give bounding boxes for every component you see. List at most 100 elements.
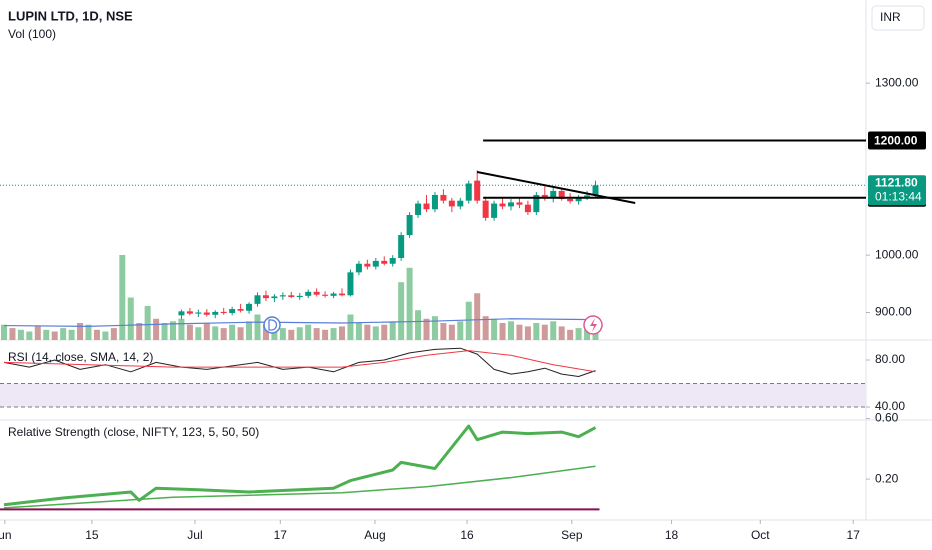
volume-ma [3,318,596,328]
volume-bar [305,324,312,340]
candle-body [491,203,498,218]
candle-body [330,293,337,296]
x-tick-label: Jul [187,528,202,542]
last-price-box [868,175,926,206]
candle-body [423,203,430,210]
candle-body [347,272,354,296]
trendline [477,171,636,204]
candle-body [482,200,489,218]
volume-bar [43,329,50,340]
candle-body [271,296,278,299]
volume-bar [77,323,84,340]
candle-body [516,202,523,205]
candle-body [296,295,303,297]
volume-label: Vol (100) [8,27,56,41]
volume-bar [584,329,591,340]
candle-body [541,194,548,198]
rsi-title: RSI (14, close, SMA, 14, 2) [8,350,153,364]
volume-bar [229,324,236,340]
volume-bar [127,297,134,340]
candle-body [262,295,269,299]
volume-bar [448,324,455,340]
candle-body [415,203,422,216]
volume-bar [313,328,320,340]
volume-bar [212,326,219,340]
candle-body [279,295,286,297]
y-tick-label: 1000.00 [875,247,919,261]
y-tick-label: 900.00 [875,305,912,319]
candle-body [448,200,455,207]
candle-body [533,194,540,213]
candle-body [355,263,362,273]
indicator-line [3,350,596,373]
candle-body [212,311,219,315]
volume-bar [246,321,253,340]
dividend-icon[interactable] [263,316,281,334]
volume-bar [9,328,16,340]
volume-bar [220,328,227,340]
volume-bar [558,326,565,340]
y-tick-label: 80.00 [875,352,905,366]
volume-bar [17,329,24,340]
volume-bar [254,314,261,340]
volume-bar [381,324,388,340]
candle-body [398,235,405,259]
volume-bar [355,323,362,340]
currency[interactable]: INR [880,10,901,24]
symbol: LUPIN LTD, 1D, NSE [8,8,133,23]
earnings-icon[interactable] [583,315,603,335]
volume-bar [406,267,413,340]
rsi-band [0,383,866,408]
x-tick-label: 15 [85,528,99,542]
volume-bar [474,293,481,340]
volume-bar [398,282,405,340]
candle-body [195,312,202,314]
volume-bar [415,310,422,340]
candle-body [575,197,582,202]
candle-body [431,194,438,210]
volume-bar [389,321,396,340]
volume-bar [491,318,498,340]
rs-title: Relative Strength (close, NIFTY, 123, 5,… [8,425,259,439]
candle-body [550,190,557,198]
volume-bar [186,324,193,340]
volume-bar [279,328,286,340]
volume-bar [203,323,210,340]
volume-bar [330,328,337,340]
candle-body [322,294,329,296]
candle-body [246,303,253,311]
volume-bar [440,323,447,340]
volume-bar [102,331,109,340]
volume-bar [364,324,371,340]
volume-bar [51,331,58,340]
last-price-label: 1121.80 [875,175,918,189]
volume-bar [524,326,531,340]
x-tick-label: Aug [364,528,385,542]
volume-bar [153,318,160,340]
x-tick-label: 16 [460,528,474,542]
candle-body [220,311,227,314]
x-tick-label: 18 [665,528,679,542]
volume-bar [541,324,548,340]
volume-bar [499,323,506,340]
y-tick-label: 0.20 [875,471,899,485]
candle-body [465,183,472,201]
volume-bar [347,314,354,340]
volume-bar [288,329,295,340]
currency-button[interactable] [871,5,925,31]
candle-body [313,291,320,295]
y-tick-label: 1300.00 [875,75,919,89]
volume-bar [533,323,540,340]
volume-bar [195,327,202,340]
candle-body [584,195,591,198]
volume-bar [85,324,92,340]
candle-body [474,180,481,201]
volume-bar [170,321,176,340]
x-tick-label: 17 [274,528,288,542]
volume-bar [34,326,41,340]
indicator-line [3,424,597,507]
plot-layer: 1200.001100.001300.001000.00900.001121.8… [0,75,926,542]
countdown-label: 01:13:44 [875,189,922,203]
candle-body [389,258,396,264]
volume-bar [423,318,430,340]
